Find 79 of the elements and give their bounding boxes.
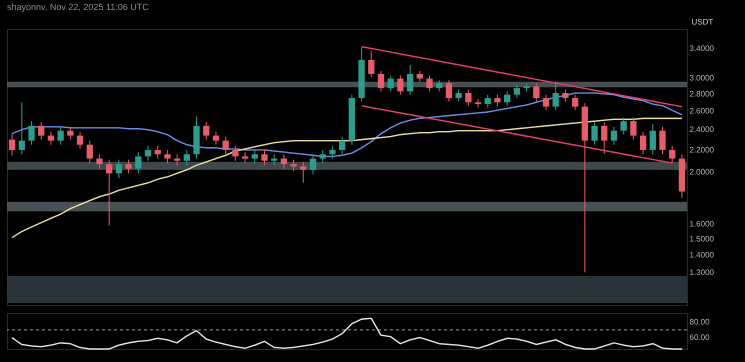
candlestick [591,122,598,146]
line-series [11,92,683,158]
y-tick-label: 2.2000 [690,145,715,154]
y-tick-label: 80.00 [690,318,710,327]
candlestick [135,152,142,174]
candlestick [484,94,491,108]
candlestick [212,131,220,146]
y-tick-label: 2.6000 [690,106,715,116]
y-tick-label: 1.5000 [690,234,715,244]
candlestick [338,136,346,155]
candlestick [261,149,268,166]
candlestick [57,126,64,146]
candlestick [203,122,210,140]
y-tick-label: 1.6000 [690,220,715,229]
chart-title: shayonnv, Nov 22, 2025 11:06 UTC [7,2,150,12]
candlestick [18,102,25,155]
y-tick-label: 2.4000 [690,125,715,134]
candlestick [630,116,637,140]
y-tick-label: 3.4000 [690,44,715,54]
candlestick [378,70,384,92]
candlestick [67,126,74,140]
candlestick [640,131,646,155]
candlestick [280,154,288,170]
y-tick-label: 3.0000 [690,73,715,82]
y-axis-title: USDT [692,18,714,26]
candlestick [290,159,297,172]
candlestick [8,133,16,156]
candlestick [38,122,44,140]
candlestick [620,116,627,136]
candlestick [164,149,171,164]
candlestick [184,149,190,166]
y-tick-label: 2.0000 [690,168,715,177]
candlestick [426,74,433,92]
candlestick [106,159,112,226]
candlestick [48,131,54,146]
candlestick [562,89,569,102]
candlestick [533,82,540,102]
candlestick [552,81,559,111]
candlestick [542,94,550,111]
candlestick [368,50,374,78]
line-series [11,118,683,238]
candlestick [446,80,452,102]
candlestick [252,149,258,164]
candlestick [436,80,442,92]
y-tick-label: 2.8000 [690,89,715,98]
candlestick [650,123,656,155]
candlestick [610,126,618,146]
candlestick [494,94,501,106]
candlestick [572,94,578,111]
y-tick-label: 1.3000 [690,268,715,277]
candlestick [271,154,278,166]
candlestick [455,89,462,102]
candlestick [416,70,423,82]
candlestick [86,140,93,164]
candlestick [222,136,229,155]
candlestick [406,64,414,96]
candlestick [388,74,394,92]
candlestick [96,154,103,170]
candlestick [300,161,306,184]
candlestick [601,122,608,155]
candlestick [310,154,316,175]
y-tick-label: 1.4000 [690,250,715,260]
candlestick [669,145,676,164]
candlestick [514,84,520,99]
candlestick [154,145,161,160]
candlestick [28,120,35,146]
candlestick [397,74,404,96]
candlestick [504,90,510,106]
candlestick [465,89,472,106]
candlestick [116,159,122,179]
candlestick [174,154,180,166]
candlestick [76,131,84,150]
y-tick-label: 60.00 [690,333,710,342]
candlestick [144,145,152,162]
line-series [11,318,683,350]
candlestick [659,126,666,155]
candlestick [320,149,326,164]
candlestick [232,145,239,162]
candlestick [125,159,132,174]
